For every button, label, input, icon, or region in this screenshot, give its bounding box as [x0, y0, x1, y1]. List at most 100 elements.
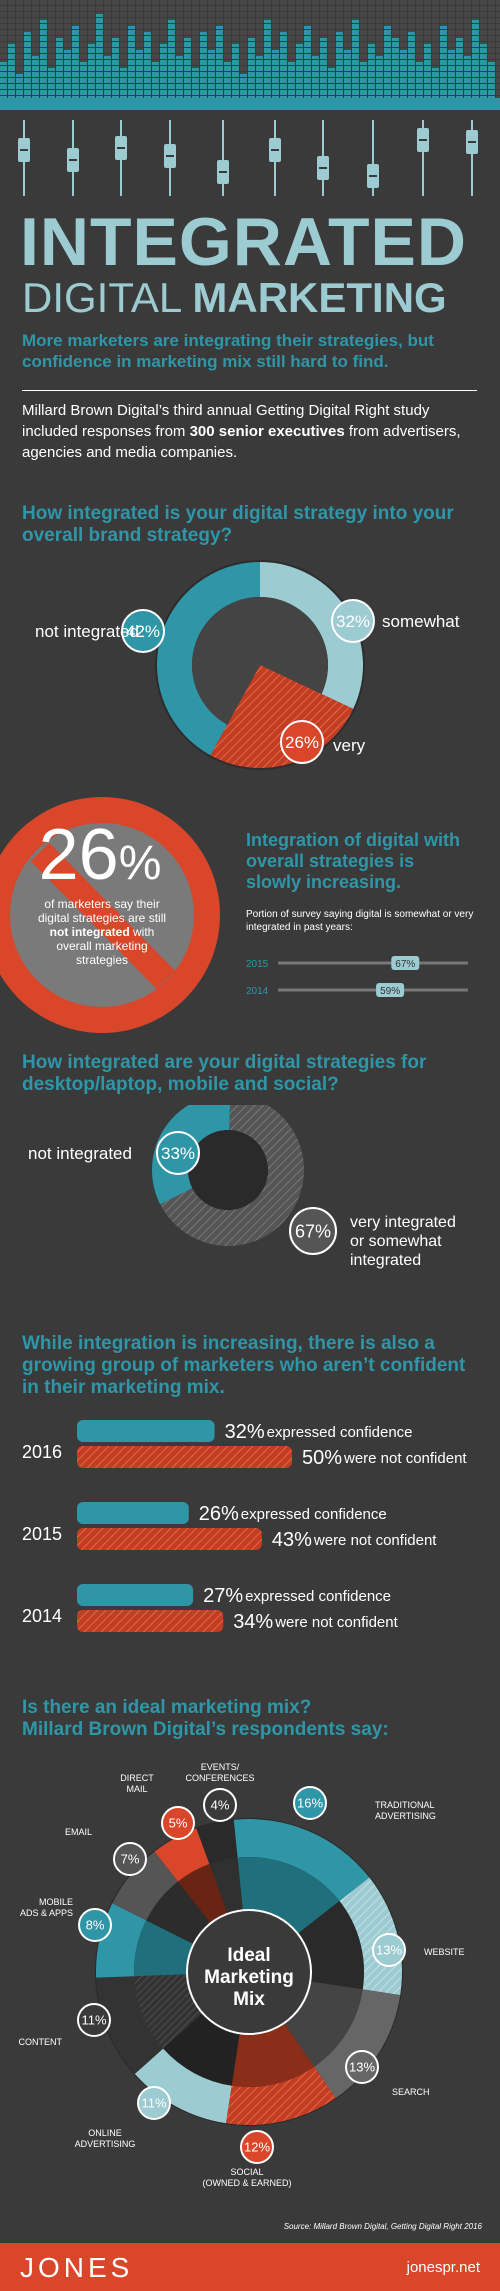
pie2-slice-0	[152, 1105, 231, 1205]
pie3-slice-4	[134, 2048, 232, 2124]
eq-bar	[272, 50, 280, 98]
pie3-7-badge	[113, 1842, 147, 1876]
conf-value-2014-1: 34%	[233, 1611, 273, 1633]
pie3-5-badge	[77, 2003, 111, 2037]
big-stat-desc: of marketers say their digital strategie…	[32, 897, 172, 967]
conf-value-2016-1: 50%	[302, 1447, 342, 1469]
section5-line2: Millard Brown Digital’s respondents say:	[22, 1719, 389, 1740]
not-integrated-badge	[0, 797, 220, 1033]
eq-bar	[400, 50, 408, 98]
mix-center-label: Ideal Marketing Mix	[189, 1945, 309, 2011]
pie3-8-badge	[161, 1806, 195, 1840]
eq-bar	[312, 56, 320, 98]
equalizer-graphic	[0, 0, 500, 196]
pie3-hub	[186, 1909, 312, 2035]
eq-bar	[192, 68, 200, 98]
pie3-label-6: MOBILE ADS & APPS	[20, 1897, 73, 1918]
eq-bar	[464, 56, 472, 98]
eq-bar	[360, 62, 368, 98]
title-divider	[22, 390, 477, 391]
pie3-0-badge	[293, 1786, 327, 1820]
eq-bar	[96, 14, 104, 98]
conf-value-2016-0: 32%	[225, 1421, 265, 1443]
eq-bar	[136, 50, 144, 98]
pie2-slice-1	[160, 1105, 304, 1246]
eq-bar	[232, 44, 240, 98]
pie3-label-5: CONTENT	[19, 2037, 63, 2047]
pie3-1-badge	[372, 1933, 406, 1967]
conf-label-2016-0: expressed confidence	[267, 1424, 413, 1441]
eq-bar	[416, 62, 424, 98]
main-title-line1: INTEGRATED	[20, 204, 467, 280]
pie3-slice-5	[96, 1976, 164, 2074]
pie3-inner-6	[133, 1920, 194, 1977]
eq-bar	[128, 26, 136, 98]
eq-bar	[8, 44, 16, 98]
eq-bar	[408, 32, 416, 98]
pie1-slice-0	[157, 562, 260, 756]
eq-bar	[104, 56, 112, 98]
pie2-1-value: 67%	[295, 1221, 331, 1241]
pie3-3-value: 12%	[244, 2140, 270, 2155]
pie1-label-1: somewhat	[382, 612, 460, 631]
conf-year-2014: 2014	[22, 1606, 62, 1626]
mix-center-label-3: Mix	[233, 1989, 265, 2010]
eq-bar	[32, 56, 40, 98]
intro-part-c: from advertisers, agencies and media com…	[22, 423, 461, 461]
pie3-3-badge	[240, 2130, 274, 2164]
pie3-2-badge	[345, 2050, 379, 2084]
integration-heading: Integration of digital with overall stra…	[246, 830, 460, 892]
big-stat-desc-b: not integrated	[49, 925, 130, 939]
eq-bar	[184, 38, 192, 98]
pie3-label-0: TRADITIONAL ADVERTISING	[375, 1800, 436, 1821]
eq-bar	[304, 26, 312, 98]
eq-bar	[344, 50, 352, 98]
eq-bar	[168, 20, 176, 98]
eq-bar	[352, 20, 360, 98]
eq-bar	[264, 20, 272, 98]
section3-question: How integrated are your digital strategi…	[22, 1052, 427, 1095]
eq-bar	[384, 26, 392, 98]
eq-bar	[160, 44, 168, 98]
pie3-label-4: ONLINE ADVERTISING	[75, 2128, 136, 2149]
eq-bar	[48, 68, 56, 98]
year-knob-2015	[391, 956, 420, 970]
pie3-8-value: 5%	[169, 1816, 188, 1831]
footer-brand: JONES	[20, 2252, 134, 2283]
pie3-6-value: 8%	[86, 1918, 105, 1933]
pie3-inner-4	[163, 2013, 240, 2086]
conf-label-2015-1: were not confident	[313, 1532, 437, 1549]
eq-bar	[176, 56, 184, 98]
year-label-2014: 2014	[246, 986, 269, 997]
pie1-2-badge	[280, 720, 324, 764]
year-value-2014: 59%	[380, 986, 400, 997]
pie3-slice-8	[154, 1828, 210, 1882]
pie3-label-8: DIRECT MAIL	[120, 1773, 154, 1794]
conf-bar-2014-1	[77, 1610, 224, 1632]
eq-bar	[88, 44, 96, 98]
mix-center-label-2: Marketing	[204, 1967, 294, 1988]
conf-bar-2015-0	[77, 1502, 189, 1524]
pie3-6-badge	[78, 1908, 112, 1942]
year-value-2015: 67%	[395, 959, 415, 970]
eq-bar	[392, 38, 400, 98]
eq-bar	[112, 38, 120, 98]
conf-label-2015-0: expressed confidence	[241, 1506, 387, 1523]
pie3-inner-0	[237, 1857, 340, 1934]
pie1-1-value: 32%	[336, 612, 370, 631]
footer-url[interactable]: jonespr.net	[406, 2259, 480, 2276]
eq-bar	[424, 44, 432, 98]
eq-bar	[80, 62, 88, 98]
conf-label-2014-1: were not confident	[274, 1614, 398, 1631]
eq-bar	[248, 38, 256, 98]
pie3-inner-9	[209, 1857, 243, 1914]
pie3-7-value: 7%	[121, 1852, 140, 1867]
eq-bar	[56, 38, 64, 98]
pie3-9-badge	[203, 1788, 237, 1822]
pie3-label-7: EMAIL	[65, 1827, 92, 1837]
pie3-slice-7	[112, 1851, 178, 1921]
mix-center-label-1: Ideal	[227, 1945, 271, 1966]
pie2-hole	[188, 1130, 268, 1210]
title-digital: DIGITAL	[22, 274, 181, 321]
